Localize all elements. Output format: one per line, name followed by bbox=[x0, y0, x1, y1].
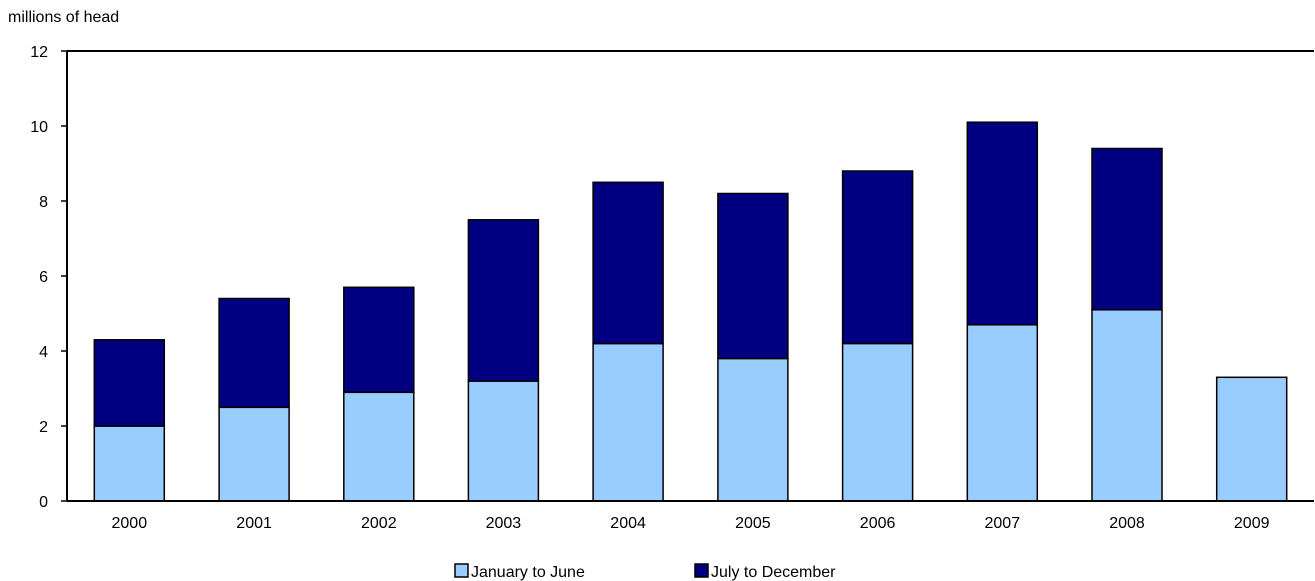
x-tick-label-2007: 2007 bbox=[985, 515, 1021, 532]
bar-2002-series-1 bbox=[343, 286, 415, 394]
x-tick-label-2008: 2008 bbox=[1109, 515, 1145, 532]
bar-2005-series-0 bbox=[717, 357, 789, 502]
legend-label-1: July to December bbox=[711, 564, 836, 581]
y-tick-label-12: 12 bbox=[30, 44, 48, 61]
y-tick-label-6: 6 bbox=[39, 269, 48, 286]
bar-2001-series-1 bbox=[218, 297, 290, 409]
y-tick-label-0: 0 bbox=[39, 494, 48, 511]
bar-2008-series-1 bbox=[1091, 147, 1163, 311]
bar-2003-series-0 bbox=[467, 380, 540, 502]
y-axis-label: millions of head bbox=[8, 9, 119, 26]
bar-2002-series-0 bbox=[343, 391, 415, 502]
bar-2000-series-0 bbox=[93, 425, 166, 502]
bar-2009-series-0 bbox=[1215, 376, 1288, 502]
x-tick-label-2001: 2001 bbox=[236, 515, 272, 532]
bar-2001-series-0 bbox=[218, 406, 290, 502]
y-tick-label-2: 2 bbox=[39, 419, 48, 436]
x-tick-label-2002: 2002 bbox=[361, 515, 397, 532]
bar-2007-series-1 bbox=[966, 121, 1039, 326]
bar-2004-series-0 bbox=[592, 342, 664, 502]
bar-2003-series-1 bbox=[467, 219, 540, 382]
x-tick-label-2009: 2009 bbox=[1234, 515, 1270, 532]
bar-2007-series-0 bbox=[966, 324, 1039, 502]
y-tick-label-8: 8 bbox=[39, 194, 48, 211]
plot-area: 2000 2001 2002 2003 2004 2005 2006 2007 2008 2009… bbox=[30, 44, 1314, 532]
bar-2000-series-1 bbox=[93, 339, 166, 427]
legend-swatch-1 bbox=[694, 563, 709, 578]
x-tick-label-2004: 2004 bbox=[610, 515, 646, 532]
legend-label-0: January to June bbox=[471, 564, 585, 581]
y-tick-label-10: 10 bbox=[30, 119, 48, 136]
bar-2008-series-0 bbox=[1091, 309, 1163, 502]
x-tick-label-2005: 2005 bbox=[735, 515, 771, 532]
x-tick-label-2006: 2006 bbox=[860, 515, 896, 532]
x-tick-label-2003: 2003 bbox=[486, 515, 522, 532]
bar-2006-series-1 bbox=[841, 170, 914, 345]
legend: January to June July to December bbox=[454, 563, 836, 581]
y-tick-label-4: 4 bbox=[39, 344, 48, 361]
x-tick-label-2000: 2000 bbox=[112, 515, 148, 532]
bar-2005-series-1 bbox=[717, 192, 789, 360]
bar-2004-series-1 bbox=[592, 181, 664, 345]
bar-2006-series-0 bbox=[841, 342, 914, 502]
legend-swatch-0 bbox=[454, 563, 469, 578]
